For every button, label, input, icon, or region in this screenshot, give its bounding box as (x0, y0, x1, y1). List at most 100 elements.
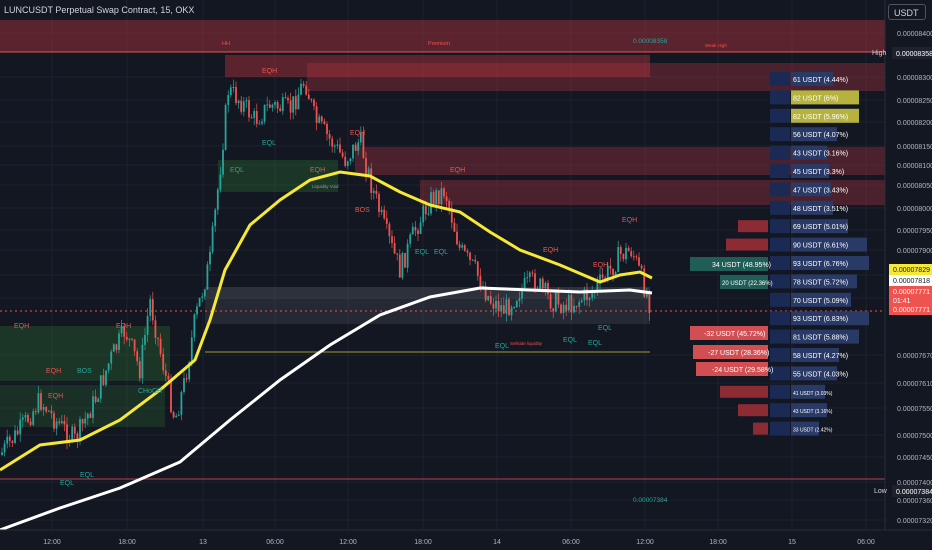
volume-profile-cell (770, 366, 790, 381)
candle-body (110, 351, 113, 364)
candle-body (406, 243, 409, 268)
candle-body (105, 370, 107, 385)
volume-profile-label: 56 USDT (4.07%) (793, 132, 848, 139)
candle-body (562, 304, 565, 313)
candle-body (417, 230, 419, 234)
time-axis-tick: 06:00 (562, 539, 580, 546)
candle-body (227, 95, 230, 105)
candle-body (445, 196, 448, 201)
symbol-title: LUNCUSDT Perpetual Swap Contract, 15, OK… (4, 5, 195, 15)
low-label: Low (874, 488, 888, 495)
candle-body (479, 275, 482, 289)
volume-profile-cell (770, 145, 790, 160)
price-axis-tick: 0.00007950 (897, 228, 932, 235)
volume-profile-green-label: 20 USDT (22.36%) (722, 281, 773, 287)
candle-body (133, 339, 136, 352)
candle-body (203, 289, 206, 297)
low-value: 0.00007384 (896, 489, 932, 496)
candle-body (492, 303, 495, 309)
candle-body (258, 123, 261, 125)
structure-label: EQL (563, 337, 577, 344)
candle-body (547, 282, 549, 295)
candle-body (554, 292, 557, 312)
volume-profile-label: 78 USDT (5.72%) (793, 279, 848, 286)
bar-countdown: 01:41 (893, 298, 911, 305)
demand-zone (218, 160, 338, 192)
candle-body (177, 414, 180, 416)
price-axis-tick: 0.00007360 (897, 498, 932, 505)
candle-body (240, 100, 243, 112)
candle-body (315, 106, 318, 123)
candle-body (201, 296, 204, 298)
candle-body (261, 121, 263, 124)
candle-body (34, 411, 37, 413)
candle-body (42, 407, 45, 410)
volume-profile-buy-bar (791, 256, 869, 270)
candle-body (45, 407, 48, 412)
candle-body (40, 393, 42, 410)
volume-profile-cell (770, 72, 790, 86)
candle-body (266, 104, 269, 106)
volume-profile-label: 47 USDT (3.43%) (793, 187, 848, 194)
volume-profile-sell-bar (720, 385, 768, 398)
structure-label: EQL (415, 249, 429, 256)
structure-label: EQH (543, 247, 558, 254)
candle-body (92, 396, 94, 418)
candle-body (237, 100, 240, 104)
candle-body (188, 362, 191, 380)
candle-body (1, 452, 3, 455)
high-value-tag (892, 47, 932, 59)
candle-body (84, 418, 87, 424)
volume-profile-cell (770, 421, 790, 436)
candle-body (380, 209, 383, 212)
candle-body (461, 245, 464, 248)
volume-profile-red-label: -24 USDT (29.58%) (712, 367, 773, 374)
candle-body (469, 252, 471, 260)
candle-body (27, 415, 29, 422)
time-axis-tick: 18:00 (709, 539, 727, 546)
price-axis-tick: 0.00008400 (897, 31, 932, 38)
candle-body (19, 419, 22, 435)
candle-body (190, 337, 193, 363)
structure-label: BOS (355, 207, 370, 214)
time-axis-tick: 12:00 (636, 539, 654, 546)
candle-body (411, 226, 414, 235)
candle-body (583, 289, 586, 301)
volume-profile-buy-bar (791, 421, 819, 436)
volume-profile-label: 55 USDT (4.03%) (793, 371, 848, 378)
volume-profile-label: 81 USDT (5.88%) (793, 335, 848, 342)
candle-body (606, 265, 609, 280)
candle-body (604, 277, 607, 280)
currency-selector-button[interactable]: USDT (888, 4, 926, 20)
candle-body (336, 144, 339, 146)
time-axis-tick: 18:00 (118, 539, 136, 546)
candle-body (128, 338, 131, 340)
volume-profile-label: 61 USDT (4.44%) (793, 77, 848, 84)
candle-body (235, 87, 237, 104)
candle-body (627, 247, 630, 252)
candle-body (586, 289, 588, 300)
candle-body (180, 391, 183, 415)
price-axis-tick: 0.00008100 (897, 163, 932, 170)
candle-body (323, 121, 326, 125)
candle-body (6, 436, 9, 444)
volume-profile-cell (770, 384, 790, 399)
candle-body (198, 297, 201, 307)
candle-body (471, 259, 474, 261)
candle-body (619, 247, 622, 255)
candle-body (635, 256, 638, 258)
last-price-tag (889, 286, 932, 315)
candle-body (625, 247, 627, 260)
candle-body (398, 254, 401, 278)
candle-body (648, 293, 651, 313)
price-axis-tick: 0.00008000 (897, 206, 932, 213)
volume-profile-cell (770, 311, 790, 326)
candle-body (310, 99, 313, 101)
candle-body (71, 426, 74, 441)
candle-body (229, 87, 232, 96)
candle-body (253, 111, 256, 118)
candle-body (146, 315, 149, 335)
candle-body (450, 208, 453, 223)
volume-profile-cell (770, 329, 790, 344)
